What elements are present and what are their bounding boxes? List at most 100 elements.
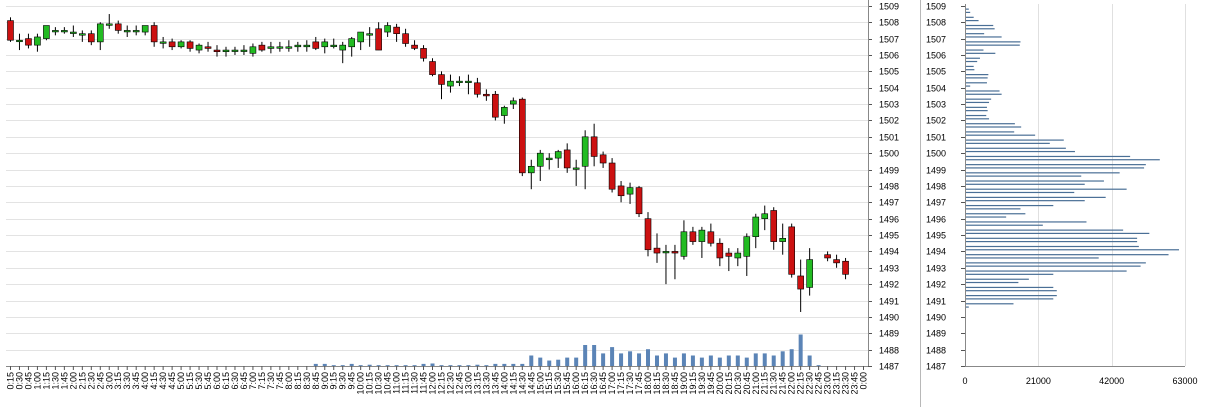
y-tick-label: 1503: [879, 100, 899, 110]
profile-bar: [966, 191, 1075, 194]
candle-body: [150, 25, 158, 43]
volume-bar: [457, 365, 462, 366]
volume-bar: [726, 355, 731, 366]
profile-bar: [966, 131, 1015, 133]
x-tick-label: 15:30: [553, 372, 563, 395]
profile-bar: [966, 270, 1127, 272]
profile-y-tick-label: 1500: [926, 149, 946, 159]
volume-bar: [780, 351, 785, 366]
candle-body: [402, 33, 409, 44]
profile-x-tick-label: 21000: [1026, 376, 1051, 386]
volume-bar: [538, 357, 543, 366]
x-tick-label: 16:00: [571, 372, 581, 395]
x-tick-label: 6:00: [212, 372, 222, 390]
x-tick-label: 15:15: [544, 372, 554, 395]
candle-series: [7, 14, 849, 312]
profile-bar: [966, 204, 1054, 207]
candle-body: [725, 252, 733, 257]
profile-bar: [966, 49, 984, 51]
profile-y-tick-label: 1506: [926, 51, 946, 61]
candle-body: [465, 80, 472, 83]
candle-body: [195, 44, 203, 51]
profile-bar: [966, 65, 974, 68]
x-tick-label: 10:30: [374, 372, 384, 395]
x-tick-label: 20:30: [733, 372, 743, 395]
profile-bar: [966, 24, 994, 27]
candle-body: [70, 31, 77, 34]
x-tick-label: 15:45: [562, 372, 572, 395]
profile-y-tick-label: 1497: [926, 198, 946, 208]
volume-bar: [439, 365, 444, 366]
profile-bar: [966, 175, 1082, 177]
profile-bars: [966, 8, 1180, 308]
y-tick-label: 1506: [879, 51, 899, 61]
profile-y-tick-label: 1503: [926, 100, 946, 110]
candle-body: [824, 254, 831, 259]
profile-bar: [966, 240, 1138, 243]
profile-bar: [966, 281, 1019, 284]
volume-bar: [421, 363, 426, 366]
profile-y-tick-label: 1505: [926, 67, 946, 77]
profile-bar: [966, 98, 992, 100]
profile-bar: [966, 249, 1180, 251]
profile-bar: [966, 183, 1085, 185]
profile-bar: [966, 60, 978, 63]
candle-body: [599, 154, 607, 164]
candle-body: [456, 80, 463, 83]
chart-background: [0, 0, 920, 407]
profile-y-tick-label: 1507: [926, 35, 946, 45]
volume-bar: [681, 353, 686, 366]
profile-bar: [966, 36, 1002, 38]
volume-bar: [484, 365, 489, 366]
profile-bar: [966, 101, 990, 104]
profile-bar: [966, 93, 1002, 95]
x-tick-label: 13:30: [481, 372, 491, 395]
candle-body: [285, 46, 293, 49]
candle-body: [366, 33, 373, 36]
x-tick-label: 23:45: [850, 372, 860, 395]
profile-y-tick-label: 1508: [926, 18, 946, 28]
candle-body: [384, 25, 391, 33]
candle-body: [375, 28, 382, 51]
volume-bar: [385, 365, 390, 366]
candle-body: [617, 185, 625, 197]
candle-body: [420, 48, 427, 59]
candle-body: [635, 187, 643, 215]
x-tick-label: 21:15: [760, 372, 770, 395]
x-tick-label: 19:30: [697, 372, 707, 395]
profile-bar: [966, 90, 1000, 92]
x-tick-label: 11:15: [401, 372, 411, 394]
x-tick-label: 0:15: [5, 372, 15, 390]
volume-bar: [547, 360, 552, 366]
candle-body: [330, 44, 338, 47]
x-tick-label: 7:45: [275, 372, 285, 390]
volume-bar: [663, 353, 668, 366]
profile-bar: [966, 273, 1054, 275]
volume-bar: [654, 355, 659, 366]
candle-body: [653, 247, 661, 254]
volume-bar: [699, 357, 704, 366]
volume-bar: [376, 365, 381, 366]
x-tick-label: 17:15: [616, 372, 626, 395]
profile-bar: [966, 41, 1021, 43]
volume-bar: [637, 353, 642, 366]
x-tick-label: 12:30: [445, 372, 455, 395]
volume-series: [313, 334, 821, 366]
x-tick-label: 23:30: [841, 372, 851, 395]
x-tick-label: 16:30: [589, 372, 599, 395]
candle-body: [761, 213, 769, 219]
x-tick-label: 0:45: [23, 372, 33, 390]
x-tick-label: 17:00: [607, 372, 617, 395]
price-chart: 1487 1488 1489 1490 1491 1492 1493 1494 1495 1496…: [0, 0, 920, 407]
x-tick-label: 19:15: [688, 372, 698, 395]
y-tick-label: 1496: [879, 215, 899, 225]
volume-bar: [448, 365, 453, 366]
x-tick-label: 3:45: [131, 372, 141, 390]
profile-bar: [966, 224, 1043, 226]
volume-bar: [331, 365, 336, 366]
candle-body: [357, 31, 364, 43]
y-tick-label: 1495: [879, 231, 899, 241]
candle-body: [7, 20, 14, 41]
volume-bar: [690, 355, 695, 366]
x-tick-label: 2:30: [86, 372, 96, 390]
